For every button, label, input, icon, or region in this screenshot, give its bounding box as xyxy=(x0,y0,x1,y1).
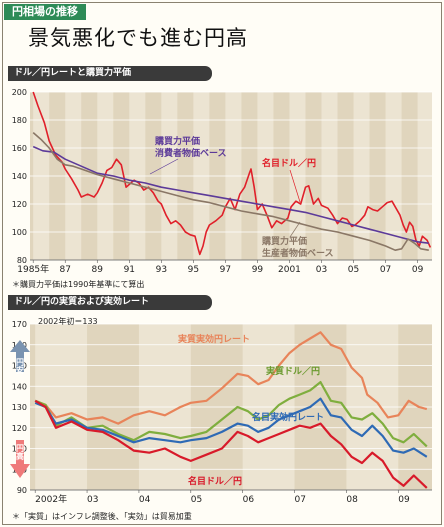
x-tick-label: 97 xyxy=(220,265,231,275)
x-tick-label: 06 xyxy=(243,495,255,505)
y-tick-label: 100 xyxy=(12,228,27,237)
y-tick-label: 120 xyxy=(12,424,27,433)
x-tick-label: 09 xyxy=(412,265,424,275)
x-tick-label: 07 xyxy=(295,495,306,505)
x-tick-label: 08 xyxy=(346,495,358,505)
x-tick-label: 87 xyxy=(60,265,71,275)
headline: 景気悪化でも進む円高 xyxy=(28,26,248,50)
label-nominal: 名目ドル／円 xyxy=(262,157,316,169)
y-tick-label: 180 xyxy=(12,116,27,125)
strong-yen-label: 円高 xyxy=(16,444,25,461)
x-tick-label: 2001 xyxy=(278,265,301,275)
x-tick-label: 05 xyxy=(348,265,359,275)
y-tick-label: 140 xyxy=(12,382,27,391)
label-ppp-cpi: 購買力平価 xyxy=(154,135,200,147)
y-tick-label: 160 xyxy=(12,144,27,153)
section-tag: 円相場の推移 xyxy=(4,4,86,20)
panel2-title: ドル／円の実質および実効レート xyxy=(8,295,212,310)
y-tick-label: 130 xyxy=(12,403,27,412)
x-tick-label: 03 xyxy=(316,265,327,275)
panel1-note: ＊購買力平価は1990年基準にて算出 xyxy=(12,280,145,289)
x-tick-label: 1985年 xyxy=(17,263,49,275)
label-nominal-dollar: 名目ドル／円 xyxy=(188,475,242,487)
label-ppp-cpi-2: 消費者物価ベース xyxy=(155,147,227,159)
series-line xyxy=(32,145,429,244)
leader-ppp-cpi xyxy=(149,158,179,175)
label-real-effective: 実質実効円レート xyxy=(178,333,250,345)
x-tick-label: 93 xyxy=(156,265,167,275)
series-line xyxy=(34,331,428,425)
panel1-title: ドル／円レートと購買力平価 xyxy=(8,66,212,81)
x-tick-label: 04 xyxy=(139,495,151,505)
y-tick-label: 200 xyxy=(12,88,27,97)
label-nominal-effective: 名目実効円レート xyxy=(252,411,324,423)
label-ppp-ppi: 購買力平価 xyxy=(261,235,307,247)
x-tick-label: 99 xyxy=(252,265,264,275)
y-tick-label: 90 xyxy=(17,486,27,495)
chart-real-effective: 901001101201301401501601702002年030405060… xyxy=(10,316,432,505)
series-line xyxy=(34,397,428,458)
y-tick-label: 80 xyxy=(17,256,27,265)
y-tick-label: 120 xyxy=(12,200,27,209)
x-tick-label: 89 xyxy=(92,265,104,275)
strong-yen-arrow xyxy=(10,440,30,478)
x-tick-label: 91 xyxy=(124,265,135,275)
x-tick-label: 03 xyxy=(87,495,98,505)
panel2-note: ＊「実質」はインフレ調整後、「実効」は貿易加重 xyxy=(12,512,192,521)
x-tick-label: 09 xyxy=(398,495,410,505)
baseline-annotation: 2002年初＝133 xyxy=(38,316,98,326)
y-tick-label: 140 xyxy=(12,172,27,181)
leader-nominal xyxy=(289,169,301,203)
series-line xyxy=(34,381,428,448)
series-line xyxy=(34,399,428,489)
chart-ppp: 80 100 120 140 160 180 200 1985年 87 89 91 93 95 97 99 2… xyxy=(12,88,432,275)
series-line xyxy=(32,91,432,256)
leader-ppp-ppi xyxy=(289,221,301,238)
weak-yen-arrow xyxy=(10,340,30,372)
weak-yen-label: 円安 xyxy=(16,358,25,375)
x-tick-label: 95 xyxy=(188,265,199,275)
series-line xyxy=(32,131,429,251)
x-tick-label: 07 xyxy=(380,265,391,275)
label-ppp-ppi-2: 生産者物価ベース xyxy=(262,247,334,259)
y-tick-label: 170 xyxy=(12,320,27,329)
label-real-dollar: 実質ドル／円 xyxy=(266,365,320,377)
x-tick-label: 2002年 xyxy=(35,493,67,505)
x-tick-label: 05 xyxy=(191,495,202,505)
